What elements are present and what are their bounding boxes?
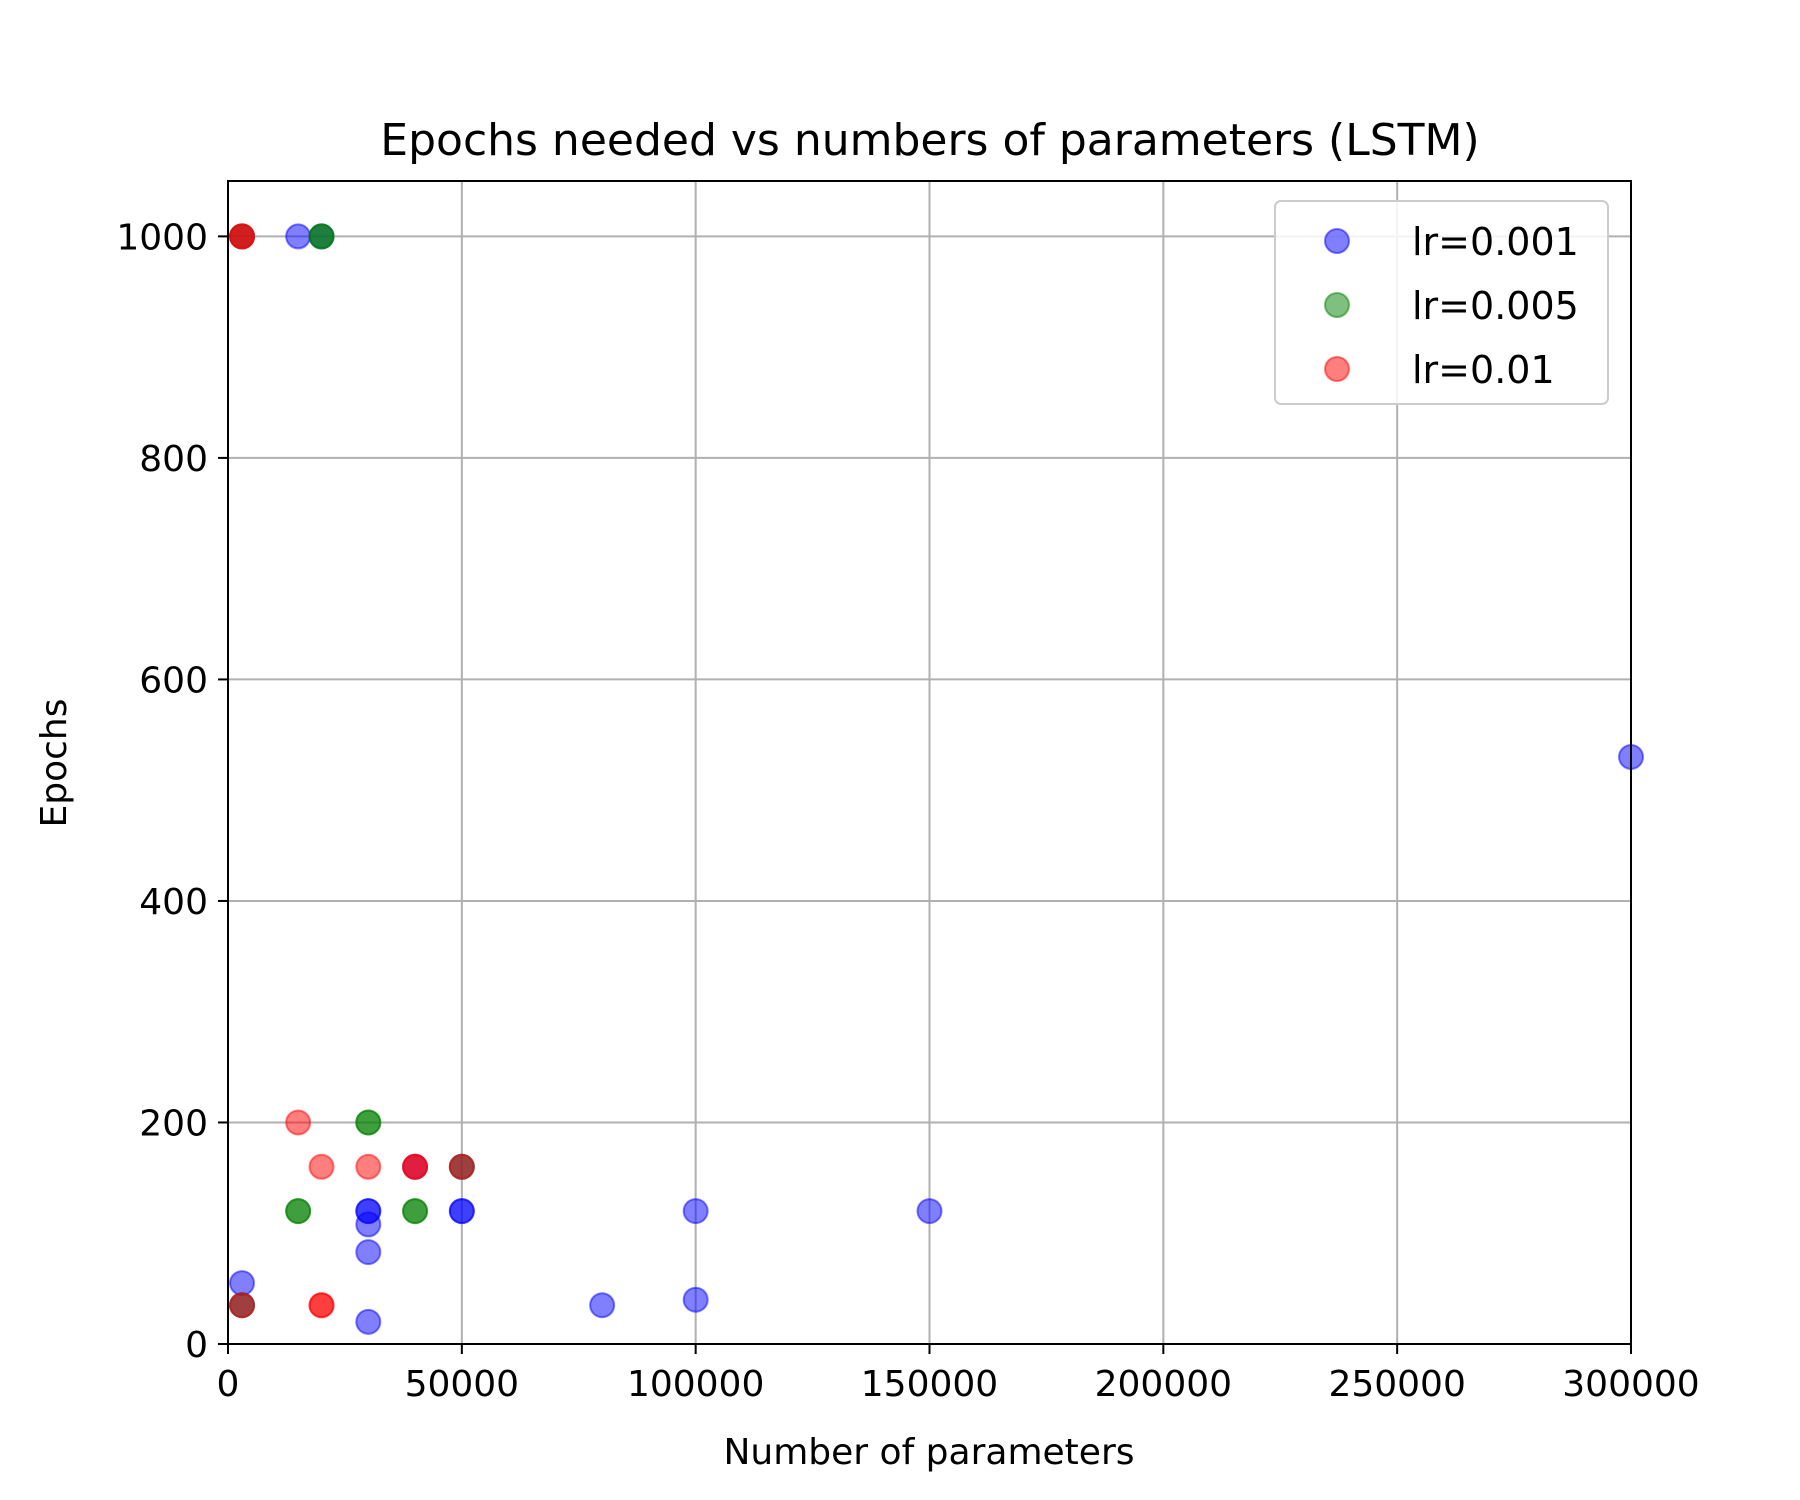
legend-marker [1324,228,1350,254]
scatter-point-series-3 [229,1292,256,1319]
y-tick-label: 1000 [116,217,208,258]
scatter-point-series-1 [355,1211,382,1238]
scatter-point-series-2 [355,1109,382,1136]
y-tick-label: 800 [139,439,208,480]
legend-label: lr=0.001 [1412,220,1579,264]
scatter-point-series-1 [355,1308,382,1335]
scatter-point-series-3 [448,1153,475,1180]
scatter-point-series-1 [285,223,312,250]
legend-label: lr=0.005 [1412,284,1579,328]
x-tick-label: 100000 [627,1364,764,1405]
y-tick-label: 600 [139,660,208,701]
scatter-point-series-3 [229,223,256,250]
scatter-point-series-2 [402,1198,429,1225]
scatter-point-series-1 [229,1270,256,1297]
x-tick-label: 200000 [1095,1364,1232,1405]
data-points [229,223,1644,1335]
y-tick-label: 200 [139,1103,208,1144]
legend-label: lr=0.01 [1412,348,1555,392]
scatter-point-series-1 [448,1198,475,1225]
scatter-point-series-1 [916,1198,943,1225]
x-tick-label: 150000 [861,1364,998,1405]
scatter-point-series-3 [308,1153,335,1180]
scatter-point-series-2 [308,223,335,250]
x-tick-label: 50000 [405,1364,520,1405]
scatter-point-series-2 [285,1198,312,1225]
scatter-point-series-1 [682,1198,709,1225]
scatter-point-series-1 [682,1286,709,1313]
x-tick-label: 300000 [1562,1364,1699,1405]
x-tick-label: 0 [217,1364,240,1405]
scatter-point-series-3 [402,1153,429,1180]
legend: lr=0.001 lr=0.005 lr=0.01 [1274,200,1609,405]
scatter-point-series-1 [589,1292,616,1319]
scatter-point-series-1 [355,1239,382,1266]
scatter-point-series-3 [285,1109,312,1136]
scatter-point-series-3 [355,1153,382,1180]
y-tick-label: 0 [185,1325,208,1366]
scatter-point-series-3 [308,1292,335,1319]
axis-ticks: 0 50000 100000 150000 200000 250000 300000 0 200… [116,217,1699,1405]
legend-marker [1324,356,1350,382]
x-tick-label: 250000 [1328,1364,1465,1405]
y-axis-label: Epochs [34,699,75,828]
chart-title: Epochs needed vs numbers of parameters (… [380,115,1479,166]
legend-marker [1324,292,1350,318]
y-tick-label: 400 [139,882,208,923]
legend-box [1274,200,1609,405]
x-axis-label: Number of parameters [723,1432,1134,1473]
